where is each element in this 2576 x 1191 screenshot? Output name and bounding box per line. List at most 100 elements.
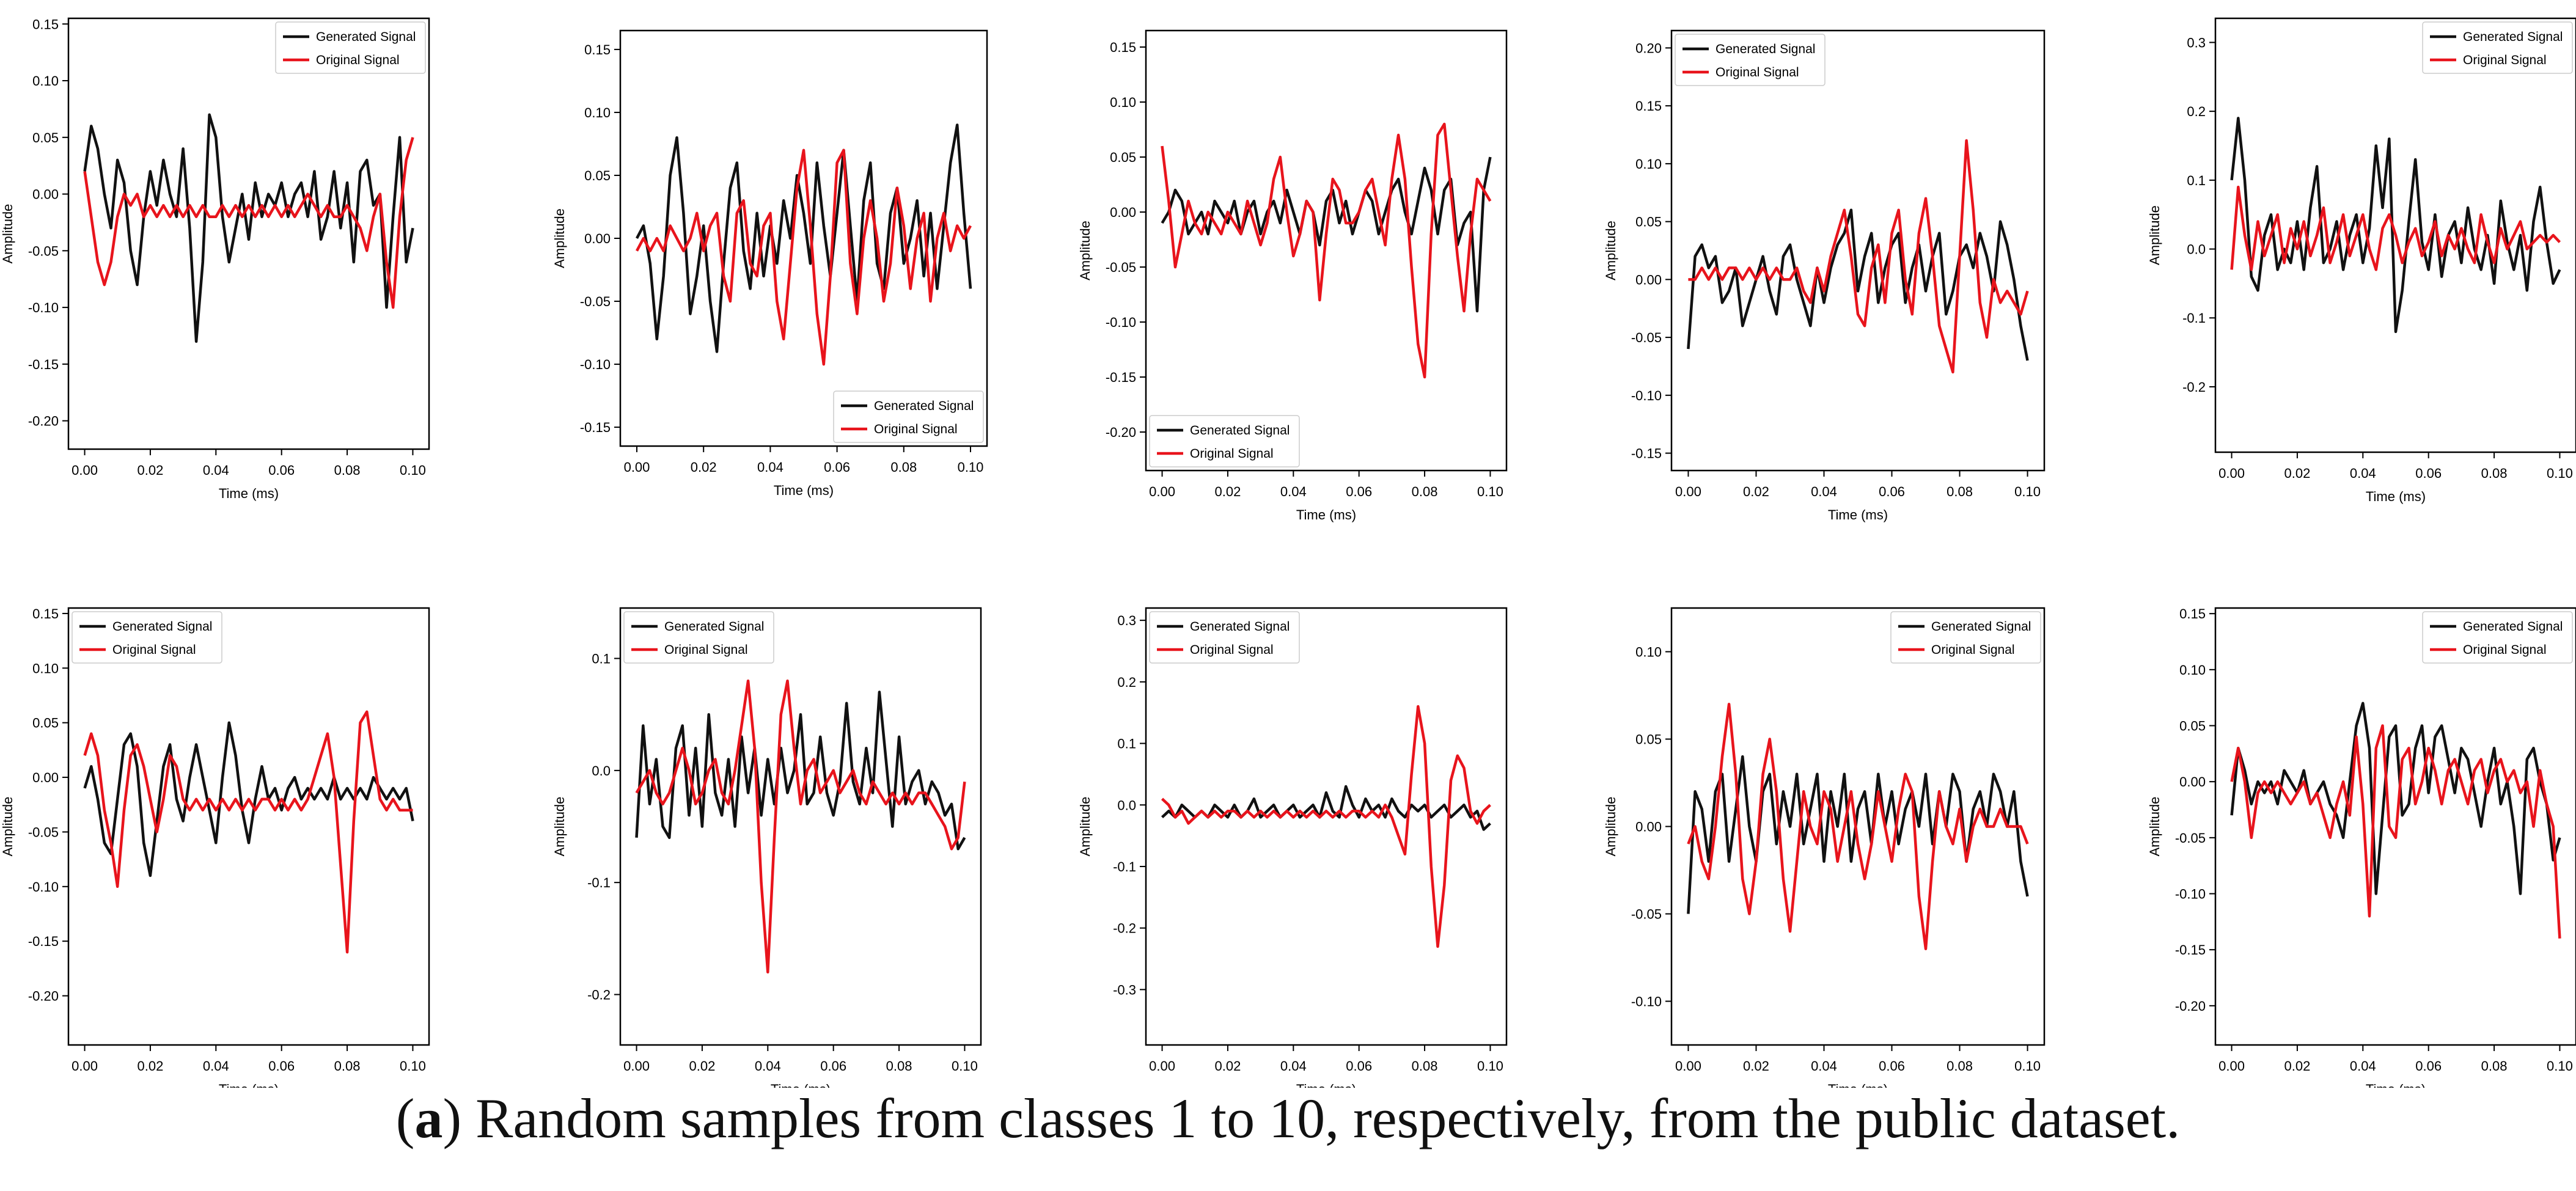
x-tick-label: 0.10: [1477, 484, 1503, 499]
caption-letter: a: [414, 1087, 443, 1149]
x-tick-label: 0.06: [1879, 1058, 1905, 1074]
x-tick-label: 0.00: [72, 463, 98, 478]
original-signal-line: [83, 137, 414, 309]
x-tick-label: 0.02: [2284, 1058, 2311, 1074]
y-tick-label: 0.05: [1635, 214, 1662, 230]
chart-panel-5: 0.00 0.02 0.04 0.06 0.08 0.10 -0.2 -0.1 0.0 0.1 0.…: [2147, 17, 2576, 504]
legend-generated-label: Generated Signal: [112, 620, 212, 634]
x-tick-label: 0.02: [1215, 484, 1241, 499]
legend-box: [1675, 34, 1826, 86]
y-tick-label: 0.00: [1635, 819, 1662, 835]
legend-original-label: Original Signal: [664, 643, 748, 657]
original-signal-line: [635, 679, 966, 974]
plot-frame: [1670, 29, 2046, 472]
y-axis-label: Amplitude: [1077, 797, 1093, 857]
chart-panel-7: 0.00 0.02 0.04 0.06 0.08 0.10 -0.2 -0.1 0.0 0.1 Ti…: [552, 607, 982, 1088]
chart-panel-10: 0.00 0.02 0.04 0.06 0.08 0.10 -0.20 -0.15 -0.10 -…: [2147, 606, 2576, 1088]
chart-panel-6: 0.00 0.02 0.04 0.06 0.08 0.10 -0.20 -0.15 -0.10 -…: [0, 606, 430, 1088]
figure-grid: 0.00 0.02 0.04 0.06 0.08 0.10 -0.20 -0.15 -0.10 -…: [0, 16, 2576, 1088]
y-tick-label: 0.2: [1117, 675, 1136, 690]
x-axis-label: Time (ms): [1296, 1082, 1356, 1088]
y-tick-label: 0.3: [2187, 35, 2206, 50]
x-tick-label: 0.00: [1675, 484, 1701, 499]
x-tick-label: 0.06: [1346, 1058, 1372, 1074]
y-tick-label: -0.20: [2175, 999, 2206, 1014]
generated-signal-line: [83, 721, 414, 878]
y-tick-label: -0.05: [28, 243, 59, 258]
x-axis-label: Time (ms): [774, 483, 834, 498]
y-tick-label: 0.00: [584, 231, 611, 246]
y-tick-label: 0.05: [32, 716, 59, 731]
plot-frame: [67, 17, 430, 450]
y-tick-label: -0.10: [2175, 887, 2206, 902]
x-tick-label: 0.08: [886, 1058, 912, 1074]
y-tick-label: 0.15: [584, 42, 611, 57]
x-tick-label: 0.02: [2284, 466, 2311, 481]
x-tick-label: 0.06: [2415, 1058, 2442, 1074]
figure-caption: (a) Random samples from classes 1 to 10,…: [395, 1087, 2181, 1149]
caption-text: Random samples from classes 1 to 10, res…: [475, 1087, 2181, 1149]
legend-original-label: Original Signal: [112, 643, 196, 657]
y-tick-label: 0.00: [1635, 272, 1662, 287]
y-axis-label: Amplitude: [0, 797, 15, 857]
original-signal-line: [636, 148, 972, 366]
legend-box: [833, 390, 984, 443]
chart-panel-3: 0.00 0.02 0.04 0.06 0.08 0.10 -0.20 -0.15 -0.10 -…: [1077, 29, 1508, 522]
chart-panel-9: 0.00 0.02 0.04 0.06 0.08 0.10 -0.10 -0.05 0.00 0.…: [1603, 607, 2046, 1088]
x-tick-label: 0.06: [820, 1058, 846, 1074]
x-tick-label: 0.06: [2415, 466, 2442, 481]
y-axis-label: Amplitude: [552, 797, 567, 857]
x-tick-label: 0.06: [268, 463, 295, 478]
x-tick-label: 0.02: [1743, 1058, 1769, 1074]
x-tick-label: 0.08: [1947, 1058, 1973, 1074]
legend-box: [2422, 21, 2573, 74]
x-tick-label: 0.00: [2218, 1058, 2245, 1074]
y-tick-label: 0.15: [32, 606, 59, 621]
y-tick-label: 0.00: [1110, 205, 1136, 220]
generated-signal-line: [1161, 156, 1492, 313]
legend: Generated Signal Original Signal: [1675, 34, 1826, 86]
y-tick-label: 0.05: [32, 130, 59, 145]
y-tick-label: -0.1: [587, 875, 611, 890]
x-tick-label: 0.00: [1149, 1058, 1175, 1074]
y-tick-label: -0.05: [1106, 260, 1136, 275]
x-tick-label: 0.04: [203, 463, 229, 478]
original-signal-line: [2230, 724, 2561, 939]
x-tick-label: 0.10: [2547, 466, 2573, 481]
y-tick-label: 0.10: [1635, 156, 1662, 172]
legend: Generated Signal Original Signal: [1890, 611, 2041, 664]
x-tick-label: 0.10: [2014, 484, 2041, 499]
legend-generated-label: Generated Signal: [1190, 423, 1290, 438]
x-tick-label: 0.04: [757, 460, 783, 475]
x-tick-label: 0.02: [691, 460, 717, 475]
plot-frame: [619, 607, 982, 1046]
y-tick-label: -0.15: [28, 934, 59, 949]
generated-signal-line: [636, 123, 972, 353]
legend-original-label: Original Signal: [1715, 65, 1799, 79]
legend-box: [72, 611, 222, 664]
x-tick-label: 0.06: [1346, 484, 1372, 499]
y-tick-label: -0.10: [28, 300, 59, 315]
x-tick-label: 0.08: [1947, 484, 1973, 499]
x-tick-label: 0.04: [1280, 484, 1307, 499]
y-tick-label: 0.05: [584, 168, 611, 183]
y-tick-label: -0.20: [1106, 425, 1136, 440]
x-tick-label: 0.06: [268, 1058, 295, 1074]
x-tick-label: 0.04: [1811, 1058, 1837, 1074]
y-tick-label: -0.1: [1113, 859, 1136, 874]
generated-signal-line: [635, 691, 966, 851]
y-tick-label: 0.15: [2179, 606, 2206, 621]
y-tick-label: -0.05: [1631, 330, 1662, 345]
y-tick-label: -0.2: [1113, 921, 1136, 936]
legend-generated-label: Generated Signal: [2463, 620, 2563, 634]
x-tick-label: 0.10: [2547, 1058, 2573, 1074]
legend: Generated Signal Original Signal: [1149, 415, 1300, 467]
original-signal-line: [2230, 185, 2561, 271]
y-tick-label: -0.10: [1106, 315, 1136, 330]
x-tick-label: 0.06: [1879, 484, 1905, 499]
x-tick-label: 0.10: [400, 1058, 426, 1074]
legend-box: [623, 611, 774, 664]
y-tick-label: -0.05: [1631, 907, 1662, 922]
y-tick-label: 0.10: [2179, 662, 2206, 678]
y-tick-label: 0.20: [1635, 40, 1662, 56]
